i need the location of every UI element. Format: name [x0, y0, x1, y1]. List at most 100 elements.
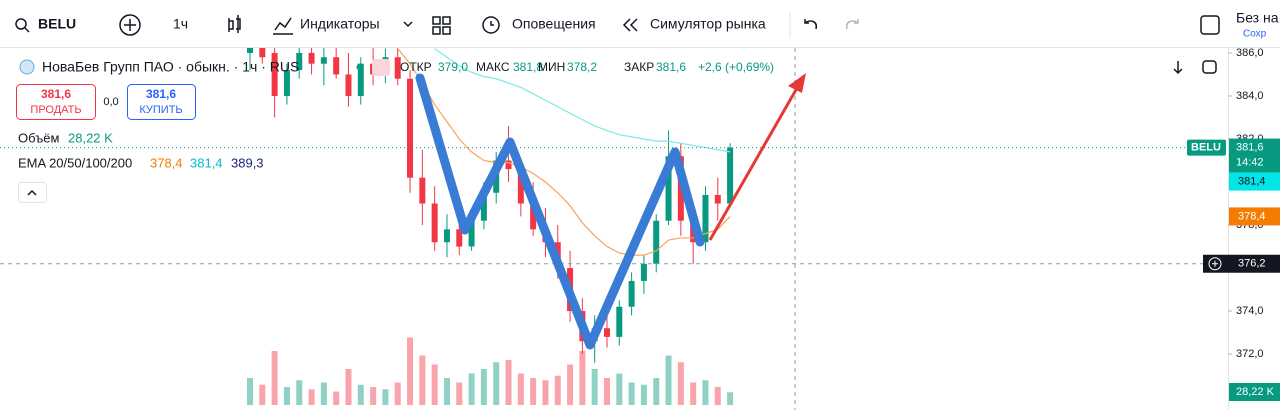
- layout[interactable]: [432, 16, 451, 35]
- volume-label: Объём: [18, 130, 59, 145]
- symbol-name: НоваБев Групп ПАО · обыкн. · 1ч · RUS: [42, 59, 299, 75]
- candle-body: [505, 160, 512, 170]
- candle-body: [714, 194, 721, 204]
- sell-button[interactable]: [16, 84, 96, 120]
- candle-body: [480, 192, 487, 221]
- candle-body: [702, 194, 709, 243]
- candle-body: [407, 78, 414, 178]
- ema-tag: [1229, 207, 1280, 226]
- last-price-tag: [1229, 138, 1280, 173]
- ema-value: 389,3: [231, 155, 264, 170]
- volume-tag: [1229, 383, 1280, 401]
- buy-button[interactable]: [127, 84, 196, 120]
- sell-label[interactable]: ПРОДАТЬ: [30, 104, 81, 116]
- undo[interactable]: [804, 19, 818, 30]
- save-text[interactable]: Без на: [1236, 10, 1279, 26]
- volume-bar: [443, 378, 450, 405]
- status-dot: [356, 63, 364, 71]
- y-tick-label: 386,0: [1236, 47, 1264, 59]
- interval[interactable]: 1ч: [173, 16, 188, 32]
- refresh[interactable]: [1202, 60, 1217, 74]
- search-icon[interactable]: [15, 18, 27, 30]
- ema-line: [434, 48, 731, 153]
- crosshair-plus: [1208, 257, 1222, 271]
- volume-bar: [653, 378, 660, 405]
- logo: [19, 59, 35, 75]
- volume-bar: [542, 380, 549, 405]
- candle-body: [530, 203, 537, 230]
- indicators-icon[interactable]: [273, 17, 293, 35]
- high-label: МАКС: [476, 60, 510, 74]
- volume-tag-text: 28,22 K: [1236, 386, 1275, 398]
- candle-body: [640, 263, 647, 281]
- y-tick-label: 372,0: [1236, 348, 1264, 360]
- sell-price[interactable]: 381,6: [41, 87, 71, 101]
- ema-value: 381,4: [190, 155, 223, 170]
- buy-price[interactable]: 381,6: [146, 87, 176, 101]
- buy-label[interactable]: КУПИТЬ: [139, 104, 182, 116]
- w-drawing: [415, 73, 705, 350]
- symbol[interactable]: BELU: [38, 16, 76, 32]
- checkbox[interactable]: [1200, 15, 1220, 35]
- candle-body: [603, 328, 610, 337]
- volume-bar: [357, 384, 364, 405]
- volume-bar: [407, 337, 414, 405]
- indicators[interactable]: Индикаторы: [300, 16, 380, 32]
- close: 381,6: [656, 60, 686, 74]
- arrow: [708, 87, 799, 241]
- alerts[interactable]: Оповещения: [512, 16, 596, 32]
- price-axis: 386,0384,0382,0380,0378,0376,0374,0372,0…: [1187, 47, 1280, 401]
- volume-bar: [677, 362, 684, 405]
- redo[interactable]: [845, 19, 859, 30]
- volume-bar: [431, 364, 438, 405]
- volume-bar: [247, 378, 253, 405]
- candle-body: [431, 203, 438, 243]
- ema-tag-text: 381,4: [1238, 175, 1266, 187]
- scroll-down[interactable]: [1173, 61, 1183, 75]
- bar-time: 14:42: [1236, 156, 1264, 168]
- y-tick-label: 374,0: [1236, 305, 1264, 317]
- volume-bar: [505, 360, 512, 405]
- ema-tag: [1229, 172, 1280, 191]
- candle-body: [443, 229, 450, 243]
- chart-type[interactable]: [228, 15, 241, 33]
- volume-bar: [517, 373, 524, 405]
- volume-bar: [665, 355, 672, 405]
- volume-bar: [603, 378, 610, 405]
- candle-body: [320, 57, 327, 64]
- volume-bar: [690, 382, 697, 405]
- candle-body: [357, 63, 364, 96]
- add-symbol[interactable]: [119, 14, 141, 36]
- symbol-tag-text: BELU: [1191, 141, 1221, 153]
- volume-bar: [259, 384, 266, 405]
- volume-bar: [628, 382, 635, 405]
- symbol-tag: [1187, 139, 1226, 156]
- alerts-icon[interactable]: [482, 16, 500, 34]
- volume-bar: [382, 389, 389, 405]
- ema-tag-text: 378,4: [1238, 210, 1266, 222]
- candle-body: [419, 177, 426, 204]
- save-sub[interactable]: Сохр: [1243, 29, 1267, 40]
- candle-body: [616, 306, 623, 337]
- candle-body: [271, 52, 278, 96]
- ema-value: 378,4: [150, 155, 183, 170]
- volume-bar: [345, 369, 352, 405]
- volume-bar: [394, 382, 401, 405]
- candle-body: [259, 48, 266, 58]
- volume-bar: [468, 373, 475, 405]
- volume-bar: [456, 382, 463, 405]
- templates[interactable]: [403, 21, 413, 28]
- replay-icon[interactable]: [622, 18, 638, 32]
- ema-line: [397, 48, 731, 256]
- volume-bar: [714, 387, 721, 405]
- candle-body: [247, 48, 253, 53]
- replay[interactable]: Симулятор рынка: [650, 16, 766, 32]
- volume-bar: [640, 384, 647, 405]
- open: 379,0: [438, 60, 468, 74]
- candle-body: [394, 57, 401, 79]
- spread: 0,0: [103, 96, 118, 108]
- volume-bar: [530, 378, 537, 405]
- volume-bar: [554, 375, 561, 405]
- volume-bar: [333, 391, 340, 405]
